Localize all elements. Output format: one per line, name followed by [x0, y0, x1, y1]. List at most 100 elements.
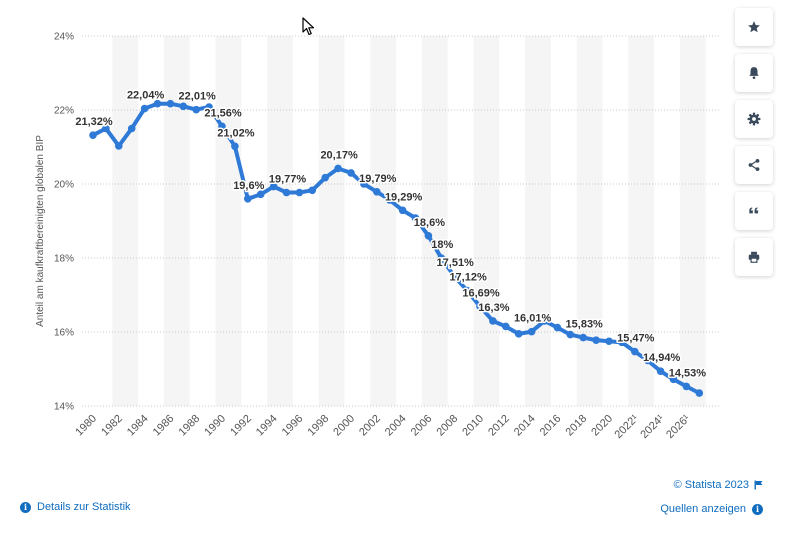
y-tick-label: 20% [54, 180, 74, 191]
data-label: 15,47% [617, 333, 655, 345]
x-tick-label: 1998 [306, 413, 332, 439]
data-label: 15,83% [566, 319, 604, 331]
x-tick-label: 2018 [564, 413, 590, 439]
data-point [244, 195, 252, 203]
data-point [489, 317, 497, 325]
data-point [153, 99, 162, 108]
y-tick-label: 16% [54, 328, 74, 339]
data-point [231, 142, 239, 151]
band [215, 36, 242, 406]
details-link[interactable]: i Details zur Statistik [20, 501, 131, 513]
data-label: 16,01% [514, 313, 552, 325]
x-tick-label: 1986 [151, 413, 177, 439]
x-tick-label: 2004 [383, 413, 409, 439]
settings-button[interactable] [735, 100, 773, 138]
details-label: Details zur Statistik [37, 501, 131, 513]
band [163, 36, 190, 406]
y-tick-label: 22% [54, 106, 74, 117]
data-label: 14,53% [669, 367, 707, 379]
data-point [540, 317, 549, 325]
band [112, 36, 139, 406]
band [576, 36, 603, 406]
data-label: 21,02% [217, 127, 255, 139]
data-label: 18,6% [414, 217, 445, 229]
data-point [89, 131, 97, 139]
data-point [127, 124, 136, 133]
data-point [605, 337, 613, 346]
x-tick-label: 2010 [460, 413, 486, 439]
data-point [192, 105, 200, 114]
x-tick-label: 1982 [99, 413, 125, 439]
data-label: 17,12% [449, 272, 487, 284]
share-icon [748, 159, 760, 171]
y-axis-label: Anteil am kaufkraftbereinigten globalen … [35, 135, 46, 327]
gridlines [82, 35, 720, 407]
data-point [411, 214, 420, 222]
band [267, 36, 293, 406]
flag-icon [754, 480, 763, 490]
data-label: 19,77% [269, 174, 307, 186]
data-point [321, 173, 330, 182]
y-axis-ticks: 14% 16% 18% 20% 22% 24% [54, 32, 74, 413]
x-tick-label: 1980 [73, 413, 99, 439]
data-point [669, 375, 678, 384]
data-label: 21,56% [204, 107, 242, 119]
share-button[interactable] [735, 146, 773, 184]
star-icon [748, 21, 760, 33]
data-label: 17,51% [437, 257, 475, 269]
band [370, 36, 397, 406]
x-axis-ticks: 1980 1982 1984 1986 1988 1990 1992 1994 1996 1998… [73, 412, 692, 441]
data-point [218, 122, 226, 131]
data-point [450, 272, 459, 280]
x-tick-label: 2000 [331, 413, 357, 439]
mouse-cursor-icon [302, 17, 315, 36]
x-tick-label: 2002 [357, 413, 383, 439]
x-tick-label: 1984 [125, 413, 151, 439]
data-point [682, 382, 691, 391]
data-label: 19,29% [385, 191, 423, 203]
data-point [695, 389, 704, 397]
quote-icon [749, 207, 759, 214]
data-point [347, 169, 355, 177]
data-point [256, 190, 265, 199]
favorite-button[interactable] [735, 8, 773, 46]
band [525, 36, 551, 406]
sources-label: Quellen anzeigen [660, 503, 746, 515]
data-point [424, 232, 433, 240]
x-tick-label: 2022¹ [613, 412, 642, 441]
data-point [631, 347, 639, 356]
x-tick-label: 2014 [512, 413, 538, 439]
data-point [643, 356, 652, 365]
print-button[interactable] [735, 238, 773, 276]
printer-icon [748, 251, 760, 263]
sources-link[interactable]: Quellen anzeigen i [660, 503, 763, 515]
data-point [282, 188, 291, 197]
data-point [269, 182, 278, 191]
copyright[interactable]: © Statista 2023 [674, 479, 763, 491]
band [628, 36, 655, 406]
data-label: 22,01% [179, 91, 217, 103]
x-tick-label: 1992 [228, 413, 254, 439]
data-point [502, 322, 510, 331]
data-point [656, 367, 665, 376]
x-tick-label: 2012 [486, 413, 512, 439]
x-tick-label: 2008 [435, 413, 461, 439]
data-points [89, 99, 704, 397]
data-point [102, 124, 110, 133]
data-label: 18% [431, 239, 453, 251]
y-tick-label: 14% [54, 402, 74, 413]
cite-button[interactable] [735, 192, 773, 230]
x-tick-label: 2020 [589, 413, 615, 439]
notification-button[interactable] [735, 54, 773, 92]
x-tick-label: 2024¹ [638, 412, 667, 441]
info-icon: i [752, 503, 763, 515]
data-labels: 21,32% 22,04% 22,01% 21,56% 21,02% 19,6% 19,77… [74, 88, 708, 381]
background-bands [112, 36, 706, 406]
y-tick-label: 24% [54, 32, 74, 43]
x-tick-label: 1994 [254, 413, 280, 439]
data-point [398, 206, 407, 215]
x-tick-label: 1996 [280, 413, 306, 439]
data-point [592, 336, 600, 344]
data-point [373, 187, 381, 196]
